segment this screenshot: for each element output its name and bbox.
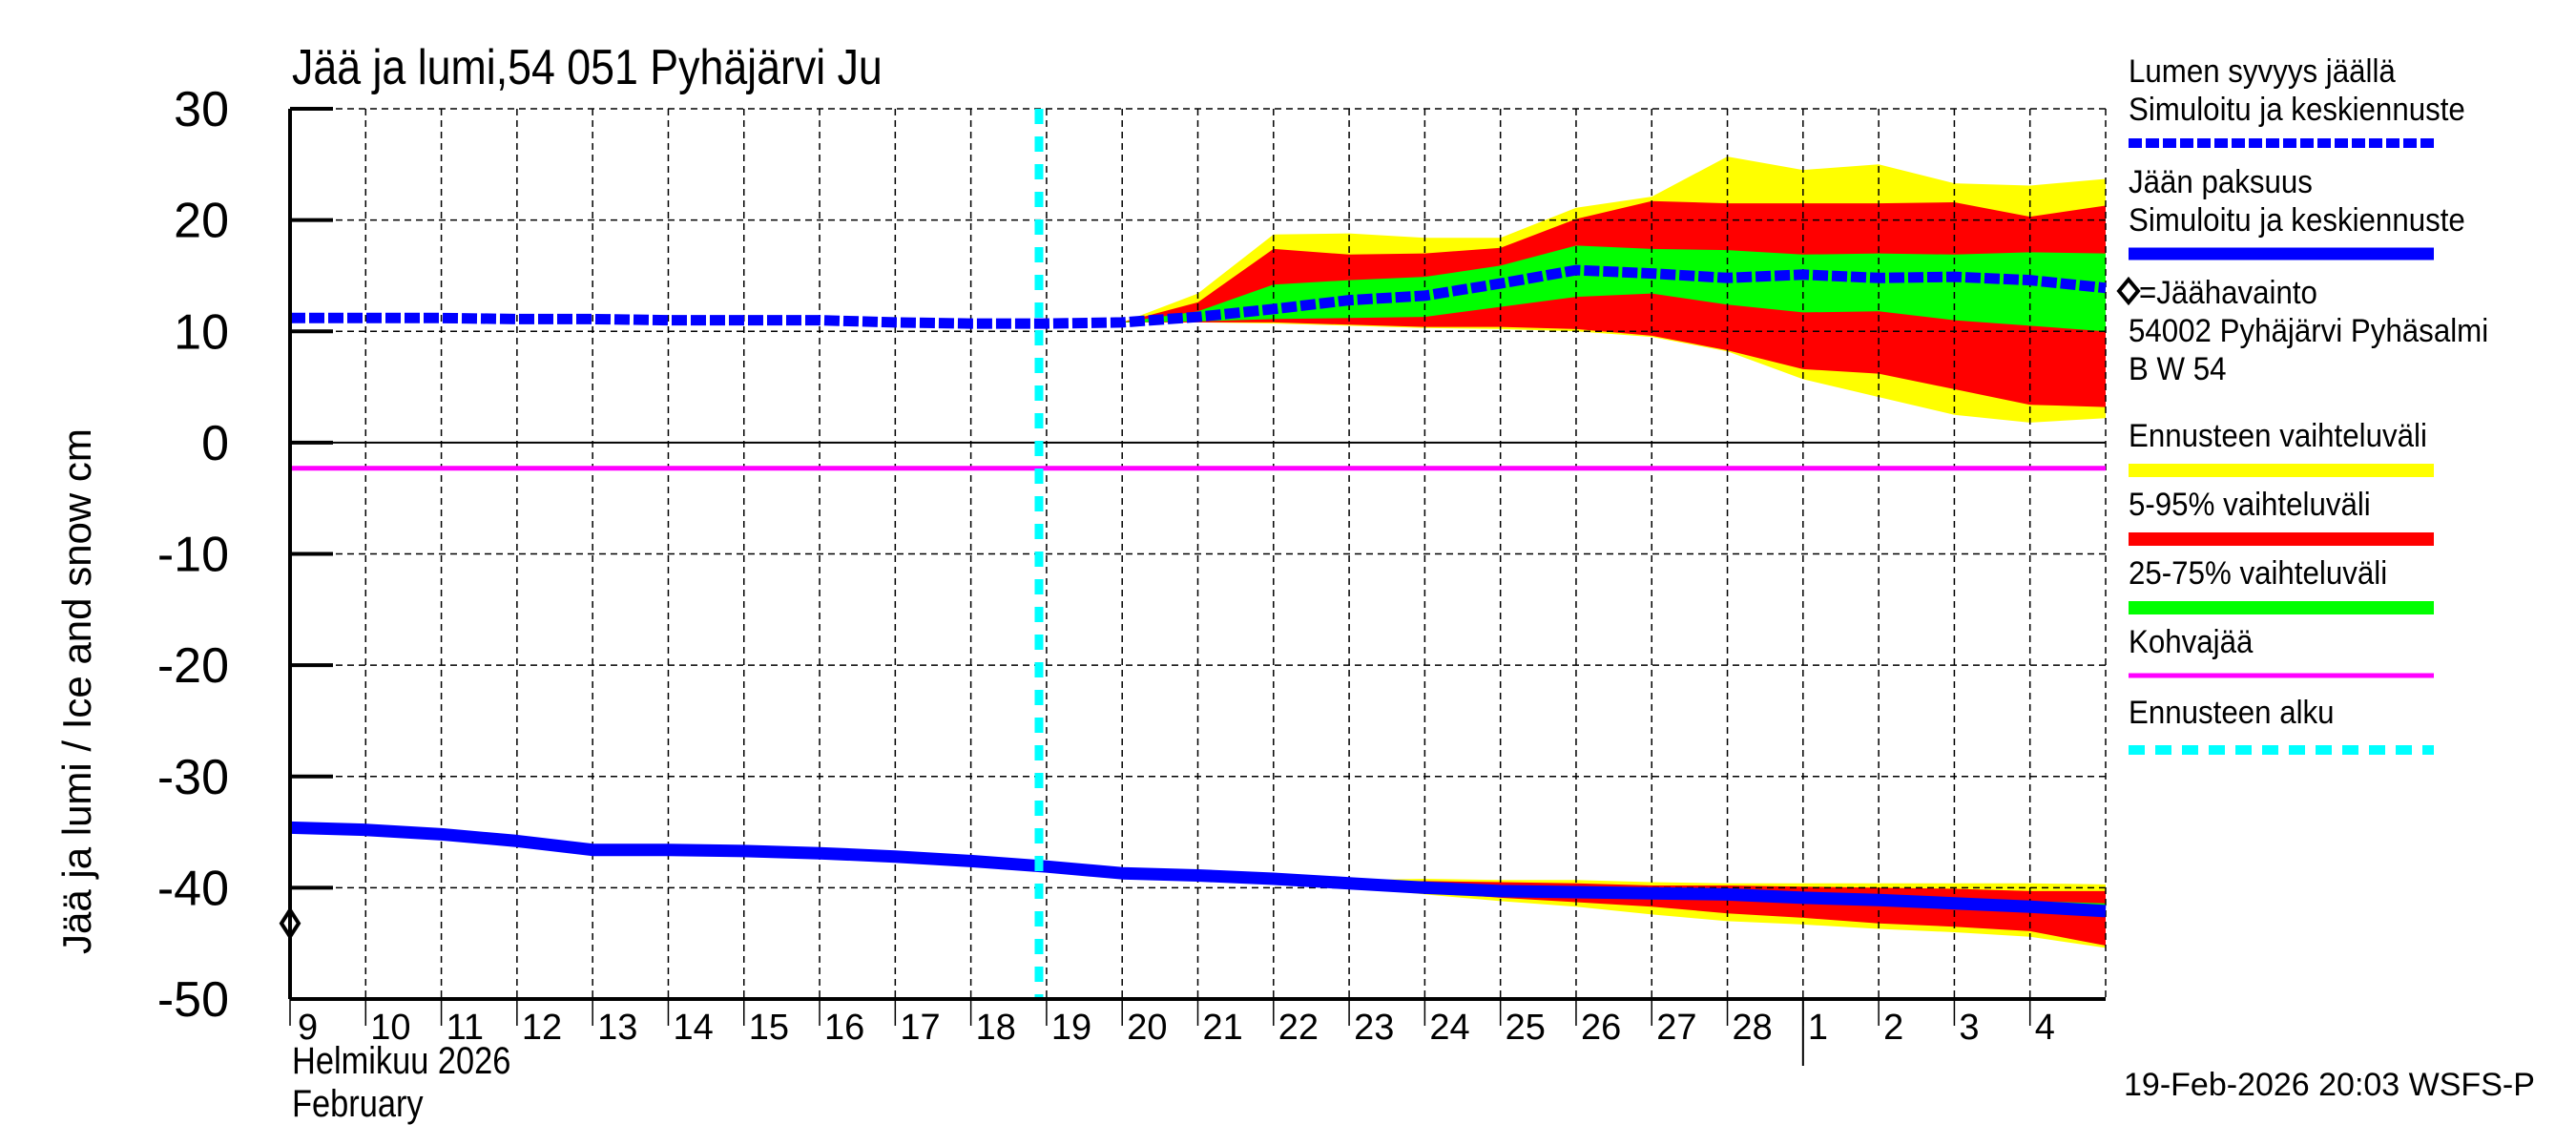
x-tick-label: 28 (1733, 1008, 1773, 1048)
x-tick-label: 13 (597, 1008, 637, 1048)
legend-label: Simuloitu ja keskiennuste (2129, 201, 2465, 239)
legend-swatch (2129, 601, 2434, 614)
x-tick-label: 17 (900, 1008, 940, 1048)
x-tick-label: 9 (298, 1008, 318, 1048)
y-tick-label: 0 (201, 416, 229, 471)
axes (288, 107, 2106, 1066)
x-tick-label: 18 (976, 1008, 1016, 1048)
y-tick-label: -30 (157, 750, 229, 805)
ice-thickness-line (289, 821, 2107, 918)
x-tick-label: 26 (1581, 1008, 1621, 1048)
x-tick-label: 23 (1354, 1008, 1394, 1048)
snow-depth-line (290, 264, 2107, 329)
snow-5-95-band (1122, 200, 2106, 407)
x-tick-label: 12 (522, 1008, 562, 1048)
y-tick-label: -50 (157, 972, 229, 1028)
ice-5-95-band (1122, 873, 2106, 946)
legend-item: Ennusteen vaihteluväli (2129, 417, 2434, 477)
legend-label: B W 54 (2129, 350, 2227, 387)
x-tick-label: 20 (1127, 1008, 1167, 1048)
x-tick-label: 21 (1203, 1008, 1243, 1048)
x-tick-label: 14 (673, 1008, 713, 1048)
y-tick-label: -10 (157, 528, 229, 583)
x-tick-label: 2 (1883, 1008, 1903, 1048)
legend-label: =Jäähavainto (2139, 274, 2317, 311)
legend-label: Kohvajää (2129, 623, 2254, 660)
legend-label: Simuloitu ja keskiennuste (2129, 91, 2465, 128)
legend-item: 25-75% vaihteluväli (2129, 554, 2434, 614)
legend-item: Ennusteen alku (2129, 694, 2434, 755)
x-tick-label: 1 (1808, 1008, 1828, 1048)
month-label-en: February (292, 1082, 424, 1125)
data-series (279, 109, 2107, 999)
x-tick-label: 22 (1278, 1008, 1319, 1048)
x-tick-label: 3 (1959, 1008, 1979, 1048)
timestamp: 19-Feb-2026 20:03 WSFS-P (2124, 1067, 2535, 1103)
y-tick-label: 30 (174, 82, 229, 137)
diamond-icon (2116, 276, 2141, 306)
y-tick-labels: 30 20 10 0 -10 -20 -30 -40 -50 (157, 82, 229, 1028)
x-tick-label: 27 (1656, 1008, 1696, 1048)
snow-25-75-band (1122, 245, 2106, 332)
x-tick-label: 19 (1051, 1008, 1091, 1048)
month-label-fi: Helmikuu 2026 (292, 1039, 510, 1082)
x-tick-label: 11 (447, 1008, 484, 1048)
y-tick-label: -20 (157, 638, 229, 694)
legend-swatch (2129, 532, 2434, 546)
y-tick-label: 20 (174, 194, 229, 249)
x-tick-label: 4 (2035, 1008, 2055, 1048)
legend-label: Lumen syvyys jäällä (2129, 52, 2397, 90)
x-tick-label: 25 (1506, 1008, 1546, 1048)
x-tick-label: 24 (1429, 1008, 1469, 1048)
legend-swatch (2129, 464, 2434, 477)
x-tick-label: 15 (749, 1008, 789, 1048)
legend-label: 54002 Pyhäjärvi Pyhäsalmi (2129, 312, 2488, 349)
grid-lines (290, 108, 2107, 999)
x-tick-label: 10 (370, 1008, 410, 1048)
x-tick-label: 16 (824, 1008, 864, 1048)
legend-label: 25-75% vaihteluväli (2129, 554, 2387, 592)
legend-label: Jään paksuus (2129, 163, 2313, 200)
legend-label: Ennusteen alku (2129, 694, 2335, 731)
y-axis-label: Jää ja lumi / Ice and snow cm (54, 428, 99, 954)
y-tick-label: 10 (174, 304, 229, 360)
legend-item: 5-95% vaihteluväli (2129, 486, 2434, 546)
chart-title: Jää ja lumi,54 051 Pyhäjärvi Ju (292, 40, 883, 95)
legend-item: Kohvajää (2129, 623, 2434, 678)
legend-label: Ennusteen vaihteluväli (2129, 417, 2427, 454)
legend-label: 5-95% vaihteluväli (2129, 486, 2371, 523)
x-tick-labels: 9 10 11 12 13 14 15 16 17 18 19 20 21 22 23 24 25 26 27 28 1… (298, 1008, 2055, 1048)
y-tick-label: -40 (157, 861, 229, 916)
